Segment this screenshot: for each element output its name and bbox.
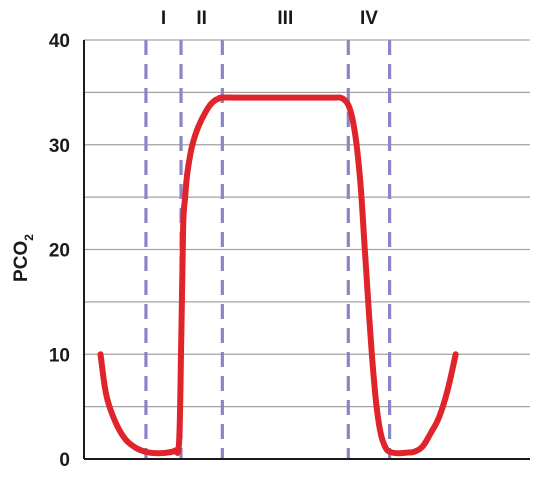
phase-labels: I II III IV	[161, 8, 378, 29]
y-tick-label: 0	[59, 450, 70, 471]
axes	[83, 40, 530, 460]
gridlines	[84, 39, 530, 408]
y-tick-label: 20	[49, 241, 70, 262]
y-tick-label: 10	[49, 345, 70, 366]
phase-label: III	[277, 8, 293, 29]
y-axis-title-subscript: 2	[22, 234, 36, 241]
phase-label: IV	[360, 8, 378, 29]
y-axis-title-main: PCO	[11, 241, 32, 282]
y-axis-title: PCO2	[11, 234, 36, 282]
series	[97, 94, 459, 457]
pco2-curve	[97, 94, 459, 457]
y-tick-labels: 0 10 20 30 40	[49, 31, 70, 471]
y-tick-label: 30	[49, 136, 70, 157]
y-tick-label: 40	[49, 31, 70, 52]
phase-label: II	[196, 8, 207, 29]
phase-label: I	[161, 8, 166, 29]
